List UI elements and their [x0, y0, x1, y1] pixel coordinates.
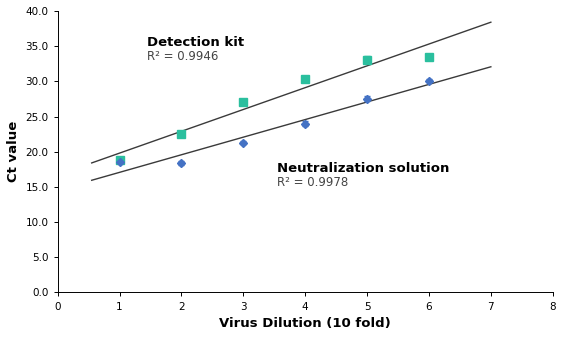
- Text: R² = 0.9946: R² = 0.9946: [148, 50, 219, 63]
- Text: R² = 0.9978: R² = 0.9978: [278, 176, 348, 189]
- X-axis label: Virus Dilution (10 fold): Virus Dilution (10 fold): [220, 317, 391, 330]
- Y-axis label: Ct value: Ct value: [7, 121, 20, 182]
- Text: Detection kit: Detection kit: [148, 36, 244, 49]
- Text: Neutralization solution: Neutralization solution: [278, 162, 450, 175]
